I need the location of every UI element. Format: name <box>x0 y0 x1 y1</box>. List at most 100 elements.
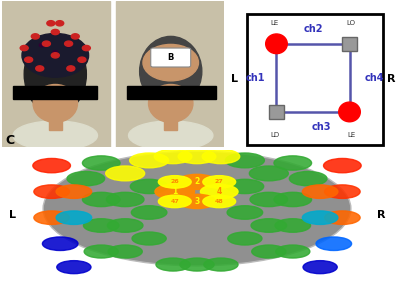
Circle shape <box>84 219 119 232</box>
Text: LO: LO <box>347 20 356 26</box>
Circle shape <box>20 46 28 51</box>
Circle shape <box>82 192 120 207</box>
Circle shape <box>202 149 240 164</box>
Text: 48: 48 <box>215 199 224 204</box>
Ellipse shape <box>143 44 198 81</box>
Ellipse shape <box>140 37 202 106</box>
Circle shape <box>65 41 72 46</box>
Bar <box>2 1 110 147</box>
Text: LE: LE <box>347 132 355 138</box>
Circle shape <box>39 43 45 47</box>
Circle shape <box>302 185 338 198</box>
Ellipse shape <box>128 121 213 150</box>
Text: ch1: ch1 <box>245 73 265 83</box>
Circle shape <box>324 158 361 173</box>
Circle shape <box>289 171 327 186</box>
Circle shape <box>252 245 286 258</box>
Circle shape <box>178 194 216 209</box>
Circle shape <box>53 51 58 54</box>
Text: ch2: ch2 <box>303 24 323 34</box>
Text: L: L <box>232 74 238 84</box>
Text: ch3: ch3 <box>312 122 331 132</box>
Text: ch4: ch4 <box>365 73 384 83</box>
Circle shape <box>303 261 337 274</box>
Text: 2: 2 <box>194 177 200 186</box>
FancyBboxPatch shape <box>342 37 357 51</box>
Circle shape <box>177 174 217 189</box>
Circle shape <box>274 192 312 207</box>
Circle shape <box>66 43 71 47</box>
Circle shape <box>203 176 236 188</box>
Circle shape <box>71 34 79 39</box>
Circle shape <box>51 53 59 58</box>
Circle shape <box>67 171 105 186</box>
Text: 4: 4 <box>217 187 222 196</box>
Circle shape <box>56 21 64 26</box>
Circle shape <box>67 66 75 71</box>
Circle shape <box>251 219 287 232</box>
Ellipse shape <box>43 151 351 266</box>
Circle shape <box>57 261 91 274</box>
Circle shape <box>132 232 166 245</box>
Circle shape <box>302 211 338 224</box>
Circle shape <box>250 192 288 207</box>
FancyBboxPatch shape <box>151 48 191 67</box>
Circle shape <box>180 258 214 271</box>
Text: C: C <box>6 134 15 147</box>
Circle shape <box>178 149 216 164</box>
Circle shape <box>276 245 310 258</box>
Text: LD: LD <box>270 132 279 138</box>
Circle shape <box>42 41 50 46</box>
Circle shape <box>226 179 264 194</box>
FancyBboxPatch shape <box>246 14 383 145</box>
Text: LE: LE <box>271 20 279 26</box>
Circle shape <box>225 153 264 168</box>
Circle shape <box>158 176 191 188</box>
Circle shape <box>339 102 360 122</box>
Circle shape <box>324 211 360 224</box>
Circle shape <box>42 237 78 250</box>
Circle shape <box>34 211 70 224</box>
Circle shape <box>51 29 59 35</box>
Ellipse shape <box>33 85 78 122</box>
Circle shape <box>200 185 238 199</box>
Text: R: R <box>378 210 386 220</box>
Circle shape <box>56 185 92 198</box>
Circle shape <box>33 158 70 173</box>
Circle shape <box>131 206 167 219</box>
Ellipse shape <box>13 121 98 150</box>
Bar <box>49 115 62 130</box>
Text: 27: 27 <box>215 179 224 185</box>
Circle shape <box>155 184 195 199</box>
Circle shape <box>36 66 44 71</box>
Circle shape <box>82 46 90 51</box>
Circle shape <box>47 21 55 26</box>
Bar <box>128 86 216 99</box>
Circle shape <box>108 245 142 258</box>
Circle shape <box>228 232 262 245</box>
Circle shape <box>31 34 39 39</box>
Circle shape <box>154 149 192 164</box>
Circle shape <box>227 206 263 219</box>
Text: 26: 26 <box>170 179 179 185</box>
Text: 3: 3 <box>194 197 200 206</box>
Circle shape <box>84 245 118 258</box>
Bar <box>164 115 177 130</box>
Circle shape <box>324 185 360 198</box>
Circle shape <box>156 258 190 271</box>
Circle shape <box>203 195 236 208</box>
Circle shape <box>34 185 70 198</box>
Circle shape <box>130 179 168 194</box>
Circle shape <box>249 166 288 181</box>
Bar <box>116 1 224 147</box>
Circle shape <box>25 57 33 62</box>
Text: 47: 47 <box>170 199 179 204</box>
Circle shape <box>204 258 238 271</box>
Circle shape <box>275 219 310 232</box>
Text: B: B <box>168 53 174 62</box>
Ellipse shape <box>24 34 86 114</box>
Text: R: R <box>387 74 395 84</box>
FancyBboxPatch shape <box>269 105 284 119</box>
Circle shape <box>266 34 287 54</box>
Circle shape <box>106 166 145 181</box>
